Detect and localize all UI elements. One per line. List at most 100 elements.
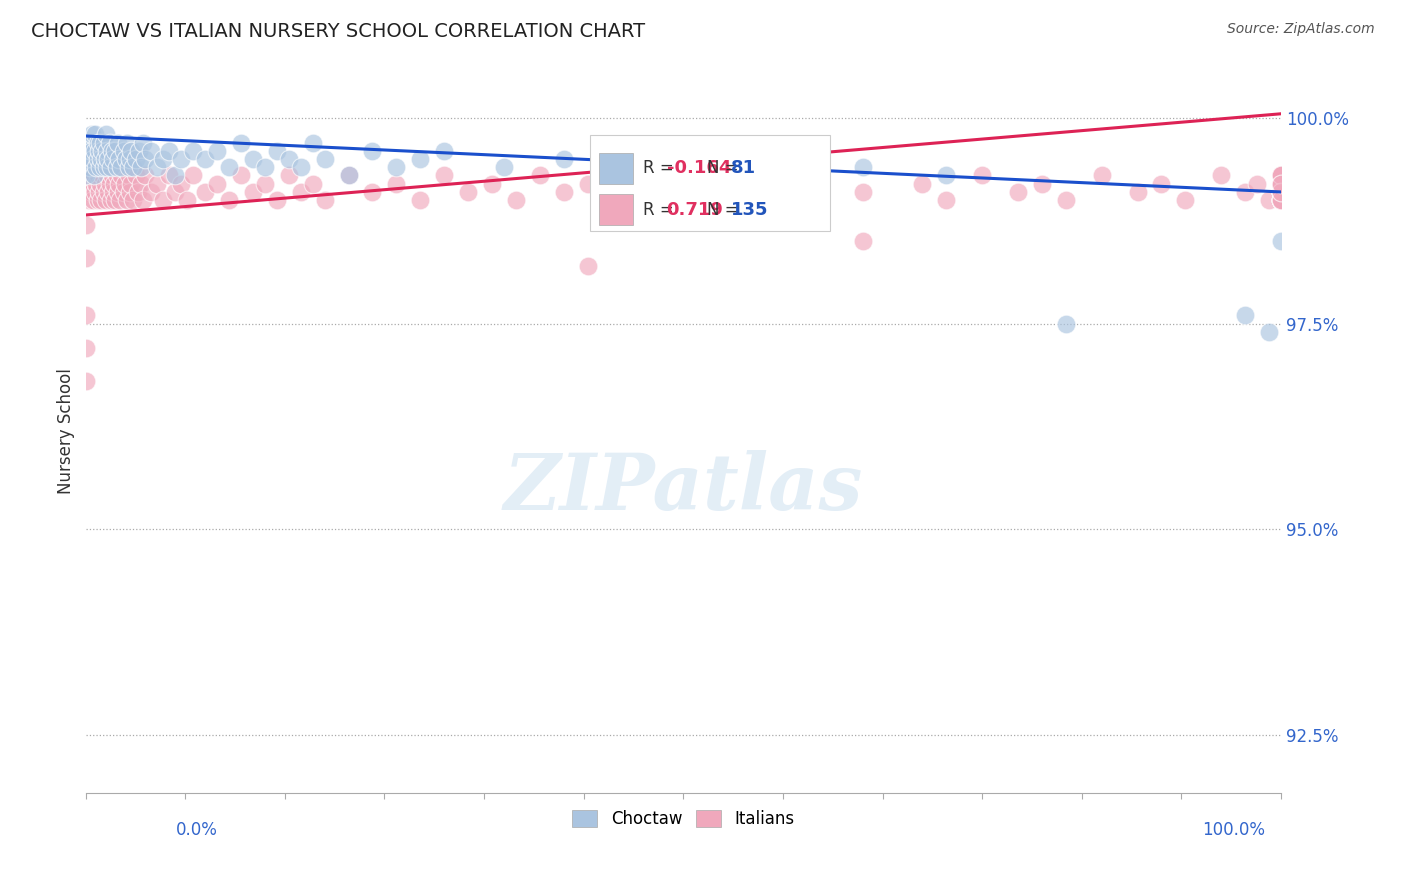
Point (576, 259, 599, 273)
Point (110, 169, 132, 183)
Point (82, 152, 104, 166)
Point (117, 169, 139, 183)
Point (1234, 185, 1257, 199)
Point (314, 152, 336, 166)
Point (385, 177, 408, 191)
Point (290, 185, 312, 199)
Point (1270, 193, 1292, 207)
Point (132, 136, 155, 150)
Point (852, 161, 875, 175)
Point (87, 144, 110, 158)
Point (242, 152, 264, 166)
Point (75, 169, 97, 183)
Point (1270, 169, 1292, 183)
Point (1054, 193, 1077, 207)
Point (972, 169, 994, 183)
Point (1031, 177, 1053, 191)
Point (77, 177, 100, 191)
Point (93, 152, 115, 166)
Point (77, 152, 100, 166)
Y-axis label: Nursery School: Nursery School (58, 368, 75, 493)
Point (80, 144, 103, 158)
Point (94, 128, 117, 142)
Point (82, 193, 104, 207)
Text: 100.0%: 100.0% (1202, 821, 1265, 838)
Text: R =: R = (643, 201, 679, 219)
Point (91, 169, 114, 183)
Point (624, 169, 647, 183)
Text: N =: N = (707, 201, 744, 219)
Point (86, 161, 108, 175)
Text: R =: R = (643, 159, 679, 178)
Point (218, 161, 240, 175)
Point (672, 177, 695, 191)
Point (481, 177, 503, 191)
Point (1270, 185, 1292, 199)
Point (242, 185, 264, 199)
Point (1270, 185, 1292, 199)
Point (118, 152, 141, 166)
Point (266, 144, 288, 158)
Point (290, 161, 312, 175)
Point (1007, 185, 1029, 199)
Point (75, 144, 97, 158)
Point (314, 193, 336, 207)
Point (122, 193, 145, 207)
Point (83, 169, 105, 183)
Point (127, 185, 149, 199)
Point (108, 177, 131, 191)
Point (1091, 169, 1114, 183)
Point (96, 144, 118, 158)
Text: Source: ZipAtlas.com: Source: ZipAtlas.com (1227, 22, 1375, 37)
Point (152, 193, 174, 207)
Point (409, 152, 432, 166)
Point (132, 193, 155, 207)
Point (79, 177, 101, 191)
Point (505, 193, 527, 207)
Point (1270, 177, 1292, 191)
Point (110, 193, 132, 207)
Point (141, 185, 163, 199)
Point (1270, 169, 1292, 183)
Point (1270, 177, 1292, 191)
Point (935, 193, 957, 207)
Point (125, 169, 148, 183)
Text: N =: N = (707, 159, 744, 178)
Point (146, 177, 169, 191)
Legend: Choctaw, Italians: Choctaw, Italians (565, 804, 801, 835)
Point (122, 161, 145, 175)
Point (86, 193, 108, 207)
Point (97, 185, 120, 199)
Point (152, 152, 174, 166)
Point (852, 235, 875, 249)
Point (218, 193, 240, 207)
Point (93, 185, 115, 199)
Point (165, 169, 187, 183)
Point (84, 144, 107, 158)
Point (433, 144, 456, 158)
Point (134, 169, 156, 183)
Point (120, 177, 142, 191)
Point (105, 169, 128, 183)
Point (176, 193, 198, 207)
Point (1270, 193, 1292, 207)
Point (337, 169, 360, 183)
Point (553, 152, 575, 166)
Point (75, 251, 97, 265)
Point (134, 152, 156, 166)
Point (612, 169, 634, 183)
Point (86, 169, 108, 183)
Point (361, 185, 384, 199)
Point (120, 144, 142, 158)
Point (86, 177, 108, 191)
Point (337, 169, 360, 183)
Point (181, 144, 204, 158)
Point (89, 161, 111, 175)
Point (86, 136, 108, 150)
Point (1211, 169, 1233, 183)
Point (852, 185, 875, 199)
Point (229, 169, 252, 183)
Point (104, 144, 127, 158)
Point (1258, 325, 1281, 339)
Point (457, 185, 479, 199)
